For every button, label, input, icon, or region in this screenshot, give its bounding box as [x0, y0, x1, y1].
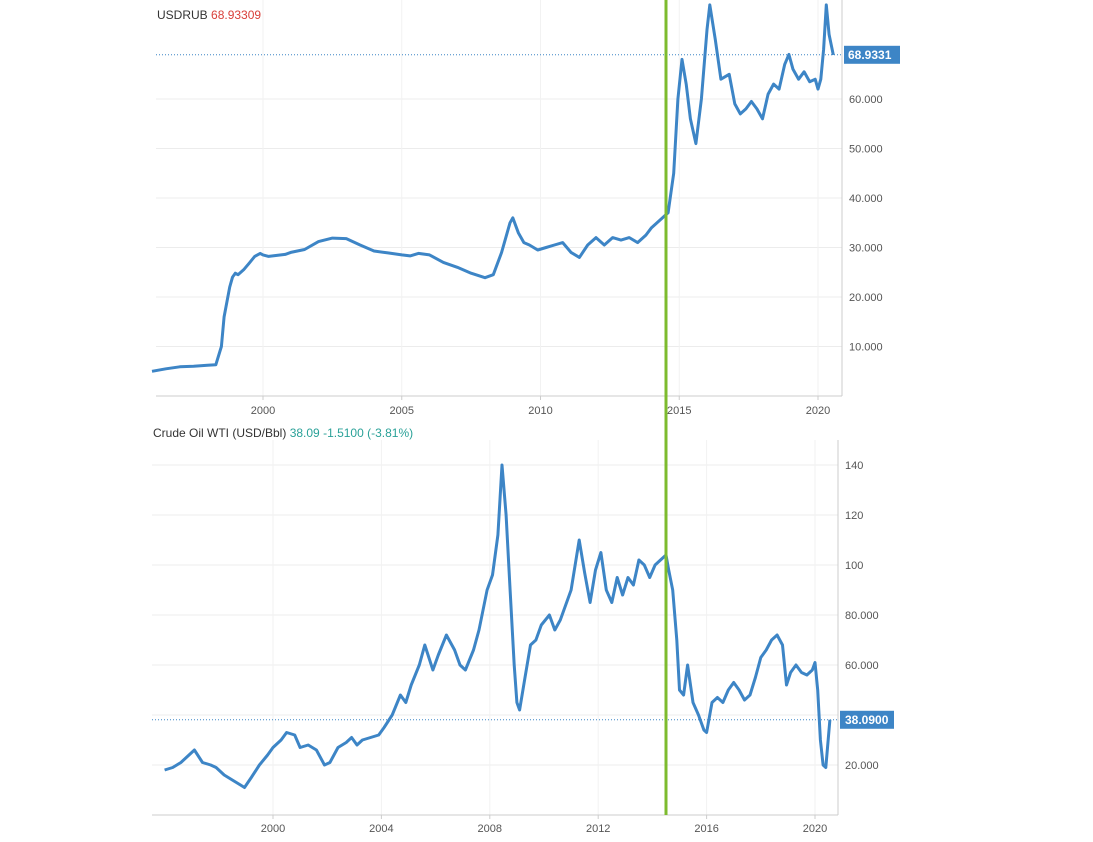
oil-x-ticks: 2000 2004 2008 2012 2016 2020	[261, 815, 827, 835]
oil-x-tick-label: 2000	[261, 823, 285, 835]
usdrub-x-tick-label: 2020	[806, 405, 830, 417]
oil-last-value-badge: 38.0900	[840, 710, 894, 729]
oil-title-change: -1.5100 (-3.81%)	[323, 426, 413, 440]
oil-series-line	[164, 463, 832, 789]
usdrub-gridlines	[156, 0, 842, 396]
oil-title: Crude Oil WTI (USD/Bbl) 38.09 -1.5100 (-…	[153, 426, 413, 440]
oil-x-tick-label: 2008	[478, 823, 502, 835]
usdrub-y-ticks: 10.000 20.000 30.000 40.000 50.000 60.000	[849, 94, 883, 354]
oil-y-tick-label: 20.000	[845, 760, 879, 772]
oil-x-tick-label: 2020	[803, 823, 827, 835]
oil-y-tick-label: 60.000	[845, 660, 879, 672]
oil-title-value: 38.09	[290, 426, 320, 440]
usdrub-x-tick-label: 2005	[390, 405, 414, 417]
usdrub-title-label: USDRUB	[157, 8, 208, 22]
oil-x-tick-label: 2016	[694, 823, 718, 835]
usdrub-y-tick-label: 30.000	[849, 243, 883, 255]
oil-y-ticks: 20.000 60.000 80.000 100 120 140	[845, 460, 879, 772]
oil-badge-text: 38.0900	[845, 713, 889, 727]
usdrub-x-tick-label: 2000	[251, 405, 275, 417]
usdrub-panel: 10.000 20.000 30.000 40.000 50.000 60.000 200…	[151, 0, 900, 417]
usdrub-y-tick-label: 20.000	[849, 292, 883, 304]
usdrub-title-value: 68.93309	[211, 8, 261, 22]
oil-title-label: Crude Oil WTI (USD/Bbl)	[153, 426, 286, 440]
usdrub-title: USDRUB 68.93309	[157, 8, 261, 22]
oil-y-tick-label: 80.000	[845, 610, 879, 622]
usdrub-series-line	[151, 3, 835, 373]
usdrub-x-ticks: 2000 2005 2010 2015 2020	[251, 396, 830, 417]
oil-x-tick-label: 2012	[586, 823, 610, 835]
usdrub-x-tick-label: 2015	[667, 405, 691, 417]
oil-y-tick-label: 140	[845, 460, 863, 472]
oil-panel: 20.000 60.000 80.000 100 120 140 2000 2004 2008…	[152, 426, 894, 835]
usdrub-y-tick-label: 10.000	[849, 342, 883, 354]
usdrub-x-tick-label: 2010	[528, 405, 552, 417]
usdrub-y-tick-label: 50.000	[849, 144, 883, 156]
oil-y-tick-label: 120	[845, 510, 863, 522]
usdrub-last-value-badge: 68.9331	[844, 45, 900, 64]
oil-gridlines	[152, 440, 838, 815]
oil-y-tick-label: 100	[845, 560, 863, 572]
usdrub-y-tick-label: 60.000	[849, 94, 883, 106]
usdrub-badge-text: 68.9331	[848, 48, 892, 62]
oil-x-tick-label: 2004	[369, 823, 393, 835]
usdrub-y-tick-label: 40.000	[849, 193, 883, 205]
